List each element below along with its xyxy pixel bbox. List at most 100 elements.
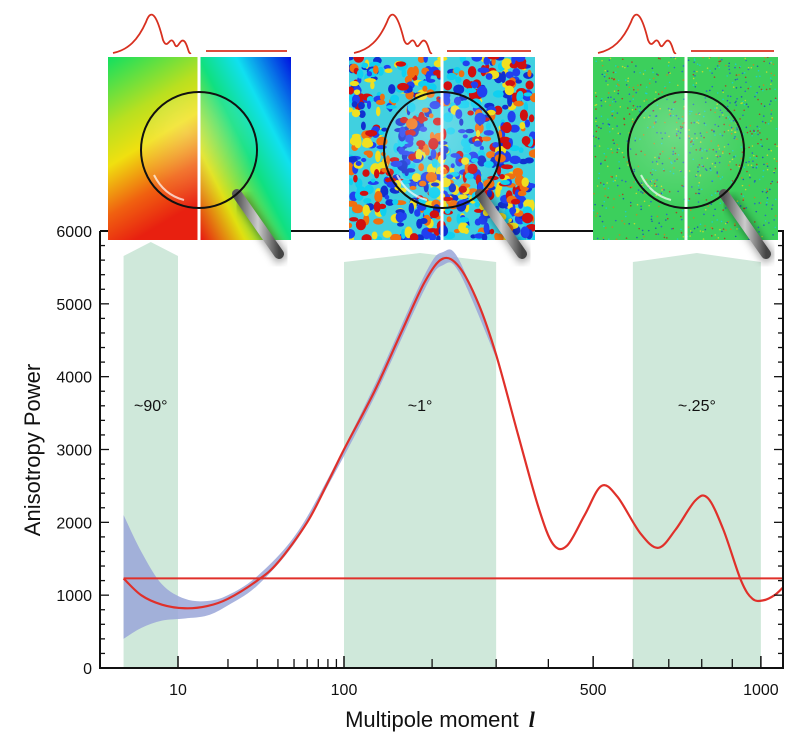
- map-speck: [635, 65, 637, 67]
- map-blob: [362, 169, 370, 177]
- map-speck: [667, 72, 670, 74]
- map-blob: [419, 218, 428, 225]
- map-speck: [755, 166, 758, 169]
- map-blob: [516, 61, 527, 70]
- map-speck: [601, 220, 604, 223]
- map-speck: [753, 202, 756, 205]
- map-blob: [521, 135, 531, 146]
- map-speck: [763, 163, 765, 166]
- map-speck: [598, 145, 601, 147]
- map-blob: [375, 106, 381, 117]
- map-speck: [760, 138, 762, 141]
- map-speck: [629, 204, 632, 207]
- map-speck: [760, 88, 763, 91]
- map-blob: [381, 127, 388, 132]
- map-speck: [608, 238, 610, 240]
- map-speck: [740, 193, 743, 195]
- map-speck: [742, 178, 745, 181]
- map-blob: [363, 197, 372, 204]
- map-speck: [756, 91, 758, 94]
- map-speck: [613, 142, 615, 145]
- map-speck: [627, 77, 630, 80]
- axes: 0 1000 2000 3000 4000 5000 6000 10 100 500 1000: [56, 224, 784, 699]
- map-speck: [702, 238, 705, 240]
- map-blob: [364, 78, 376, 83]
- map-speck: [613, 78, 615, 80]
- map-speck: [744, 76, 747, 79]
- map-speck: [751, 152, 754, 154]
- map-speck: [634, 181, 637, 183]
- map-speck: [597, 137, 600, 140]
- map-speck: [755, 210, 758, 213]
- map-speck: [769, 88, 771, 90]
- map-speck: [644, 69, 646, 72]
- map-speck: [621, 179, 623, 182]
- map-speck: [612, 110, 615, 112]
- map-speck: [611, 110, 613, 113]
- map-speck: [773, 171, 776, 174]
- map-blob: [373, 201, 381, 213]
- map-speck: [722, 98, 724, 101]
- map-speck: [693, 61, 695, 64]
- map-speck: [721, 230, 723, 233]
- map-speck: [607, 118, 609, 121]
- map-speck: [643, 235, 645, 238]
- map-speck: [637, 89, 639, 91]
- map-speck: [704, 225, 706, 227]
- map-blob: [373, 218, 384, 225]
- map-speck: [770, 120, 772, 122]
- map-speck: [770, 100, 772, 102]
- map-blob: [501, 164, 513, 170]
- map-speck: [600, 105, 603, 107]
- map-speck: [616, 184, 619, 187]
- map-speck: [740, 86, 742, 89]
- map-speck: [746, 170, 748, 173]
- map-blob: [525, 80, 534, 90]
- map-speck: [766, 198, 769, 200]
- map-blob: [397, 82, 409, 91]
- map-speck: [692, 84, 695, 86]
- map-blob: [358, 110, 366, 119]
- uncertainty-band: [123, 249, 497, 639]
- map-speck: [758, 113, 761, 116]
- map-blob: [502, 104, 509, 110]
- map-speck: [636, 203, 639, 206]
- map-speck: [689, 230, 692, 232]
- map-speck: [702, 57, 705, 59]
- map-speck: [626, 65, 629, 67]
- map-blob: [429, 210, 440, 219]
- map-speck: [739, 66, 742, 68]
- map-blob: [351, 101, 358, 108]
- map-speck: [623, 222, 626, 225]
- map-speck: [766, 138, 768, 140]
- map-speck: [687, 226, 690, 228]
- map-speck: [725, 229, 727, 231]
- map-speck: [615, 85, 618, 87]
- map-blob: [349, 80, 359, 87]
- map-speck: [745, 103, 748, 106]
- map-blob: [355, 161, 362, 166]
- map-speck: [661, 91, 663, 93]
- map-speck: [722, 209, 724, 211]
- map-speck: [763, 60, 765, 63]
- map-blob: [505, 71, 514, 79]
- map-speck: [766, 165, 769, 168]
- map-speck: [596, 212, 599, 215]
- map-speck: [625, 237, 628, 239]
- map-speck: [757, 133, 759, 136]
- map-speck: [655, 233, 657, 236]
- map-speck: [681, 70, 684, 73]
- map-speck: [652, 77, 655, 80]
- map-speck: [607, 83, 609, 86]
- map-blob: [446, 72, 457, 81]
- map-speck: [749, 156, 752, 159]
- map-speck: [710, 226, 713, 229]
- map-speck: [747, 87, 750, 90]
- map-blob: [369, 61, 381, 67]
- map-blob: [513, 100, 524, 107]
- inset-large-scale-map: [108, 13, 291, 264]
- map-blob: [509, 61, 519, 69]
- map-speck: [674, 57, 677, 60]
- map-speck: [613, 198, 615, 200]
- map-blob: [349, 156, 358, 163]
